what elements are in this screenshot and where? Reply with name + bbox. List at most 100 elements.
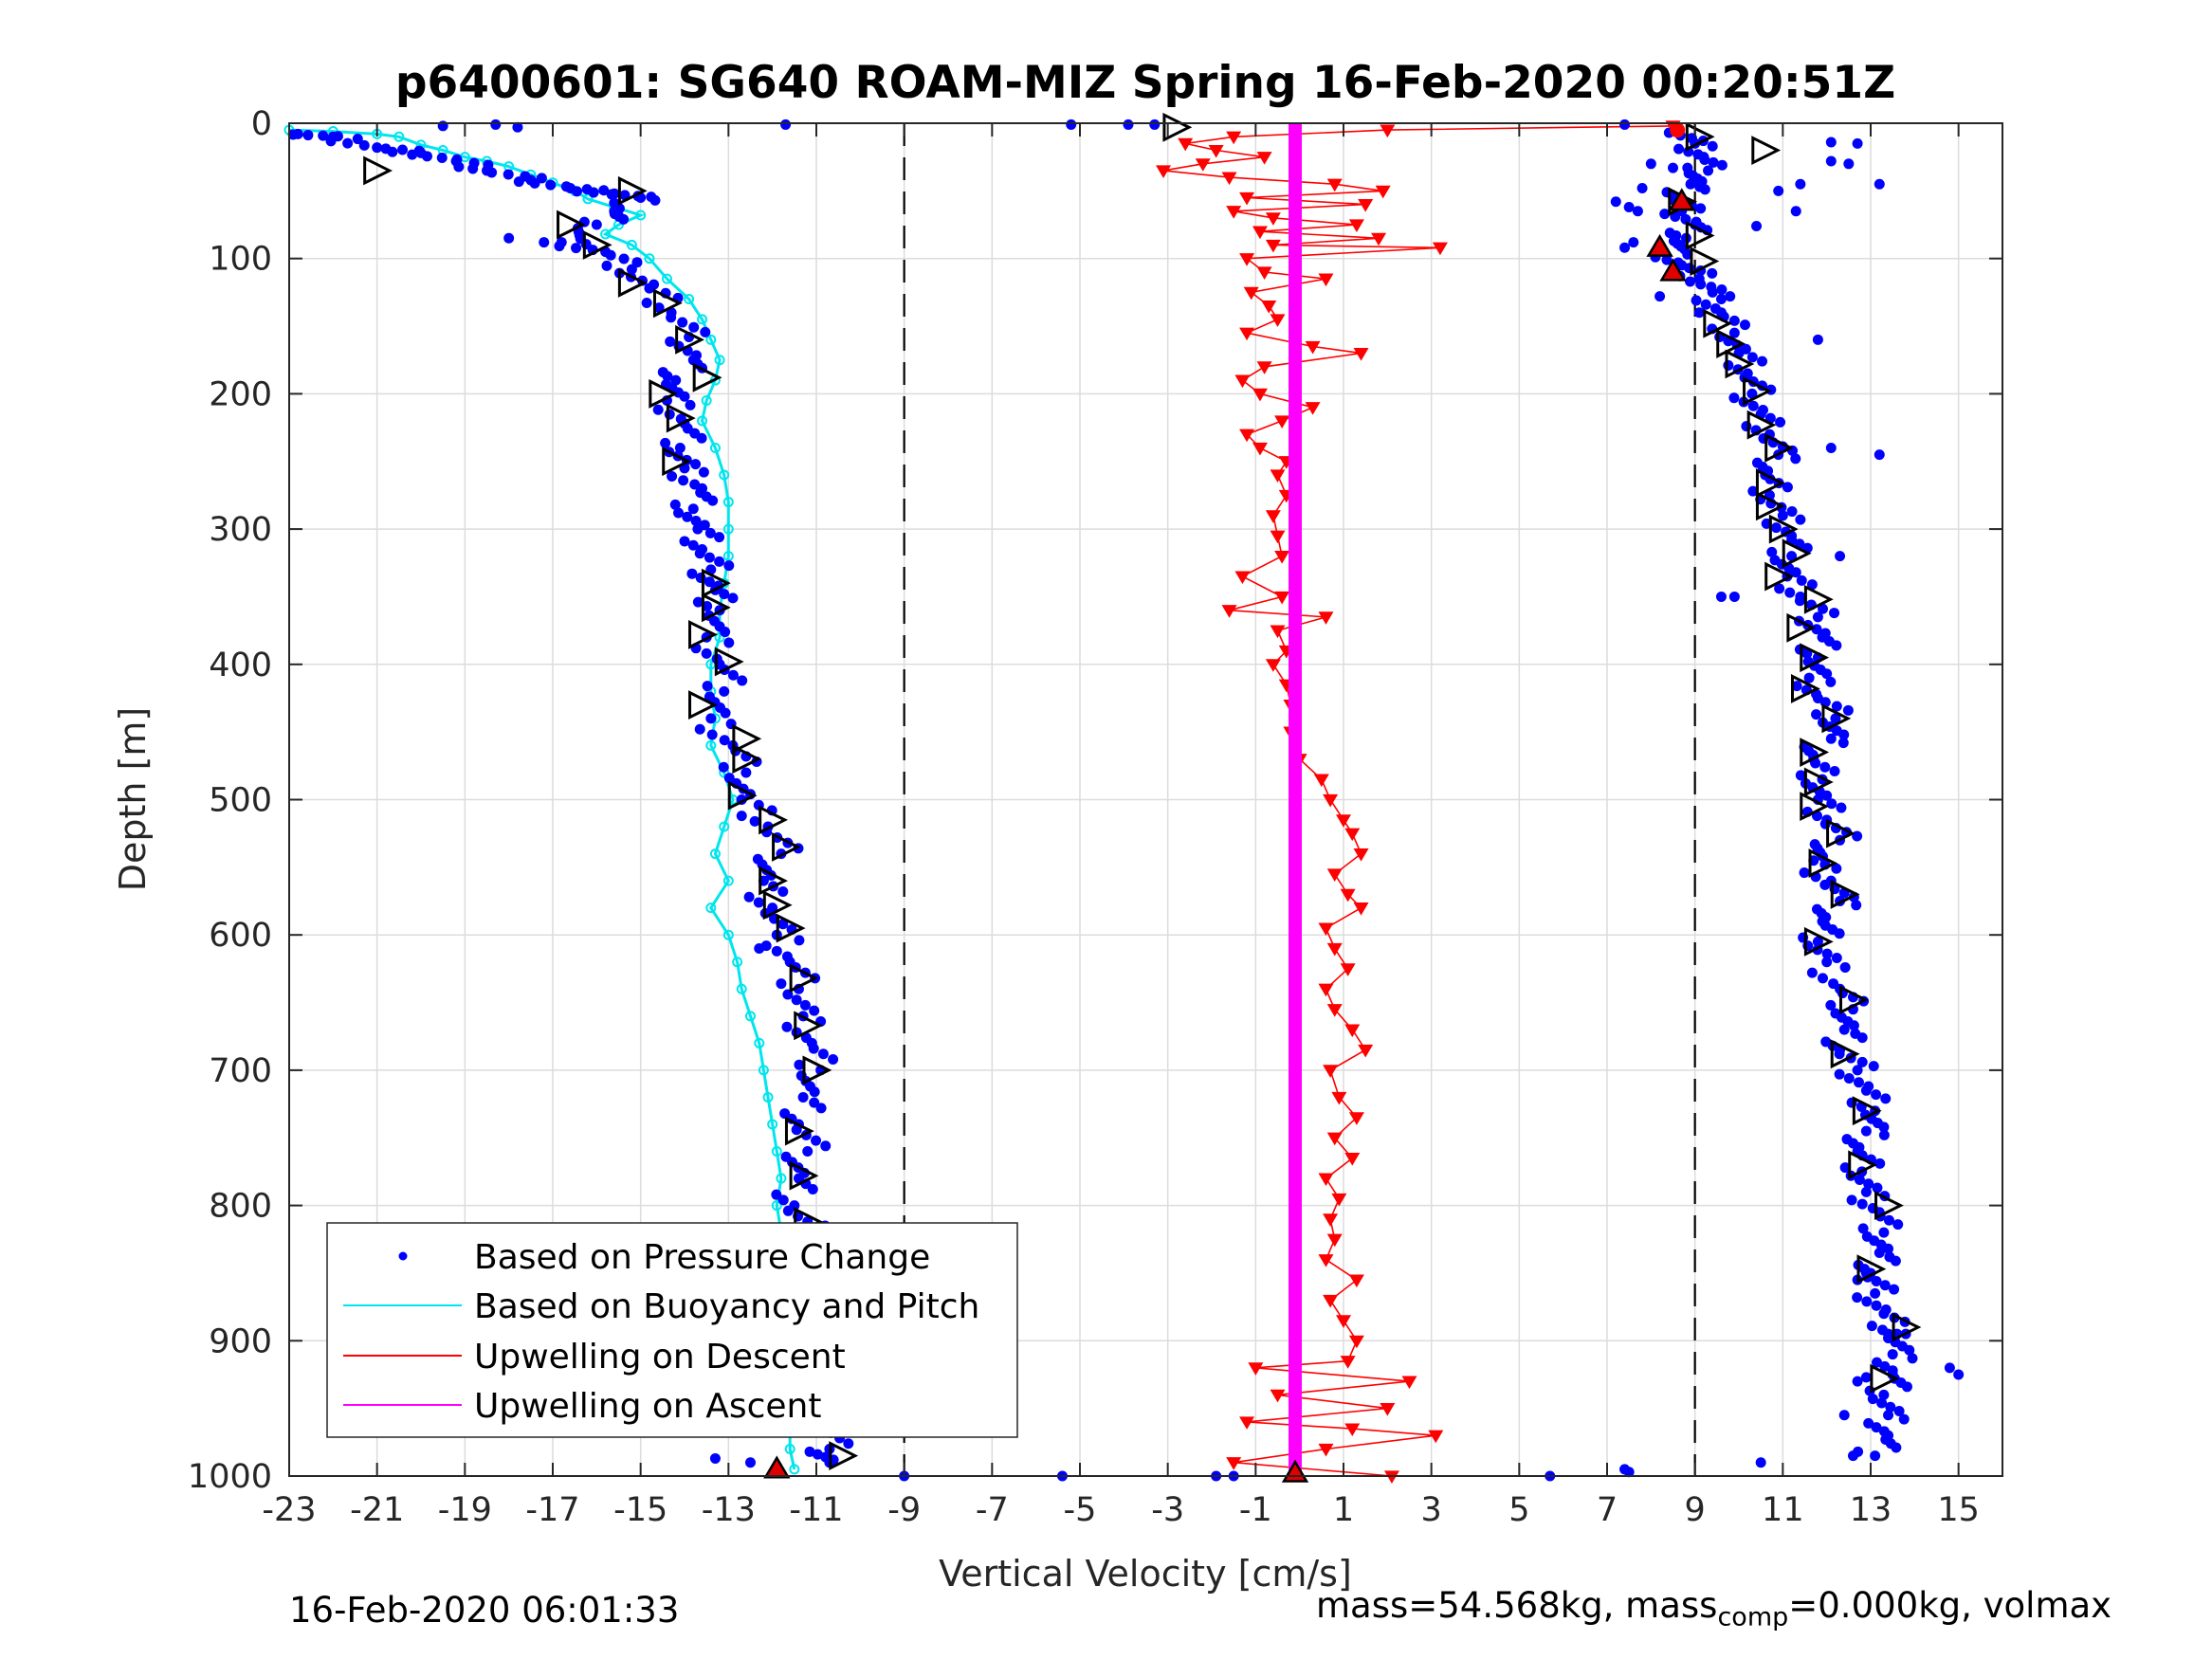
series-layer xyxy=(283,118,1965,1484)
pressure-change-point xyxy=(1831,863,1842,874)
pressure-change-point xyxy=(1871,1089,1882,1101)
upwelling-descent-point xyxy=(1226,1457,1242,1470)
upwelling-descent-point xyxy=(1336,814,1351,828)
dive-marker xyxy=(1892,1312,1922,1342)
pressure-change-point xyxy=(1628,237,1639,248)
dive-marker xyxy=(1162,112,1193,142)
pressure-change-point xyxy=(1860,1186,1872,1197)
pressure-change-point xyxy=(1632,206,1643,217)
pressure-change-point xyxy=(777,1194,789,1206)
footer-timestamp: 16-Feb-2020 06:01:33 xyxy=(289,1590,680,1631)
pressure-change-point xyxy=(1867,1394,1878,1405)
pressure-change-point xyxy=(539,237,550,248)
upwelling-descent-point xyxy=(1239,327,1255,341)
pressure-change-point xyxy=(1123,118,1134,130)
pressure-change-point xyxy=(287,129,299,140)
pressure-change-point xyxy=(1852,1065,1863,1076)
pressure-change-point xyxy=(1680,213,1691,225)
pressure-change-point xyxy=(1700,299,1711,310)
pressure-change-point xyxy=(606,189,617,200)
pressure-change-point xyxy=(601,260,612,271)
pressure-change-point xyxy=(1831,701,1842,712)
pressure-change-point xyxy=(828,1053,839,1065)
pressure-change-point xyxy=(1839,961,1851,973)
pressure-change-point xyxy=(1848,1020,1859,1031)
pressure-change-point xyxy=(1885,1401,1896,1413)
dive-marker xyxy=(1874,1191,1904,1221)
pressure-change-point xyxy=(794,1059,805,1070)
pressure-change-point xyxy=(1811,709,1822,720)
dive-marker xyxy=(789,963,819,994)
pressure-change-point xyxy=(743,891,755,902)
pressure-change-point xyxy=(817,1048,829,1060)
pressure-change-point xyxy=(407,149,418,160)
pressure-change-point xyxy=(1863,1417,1874,1429)
upwelling-descent-point xyxy=(1340,1356,1356,1369)
dive-marker xyxy=(802,1055,832,1085)
pressure-change-point xyxy=(1685,276,1696,287)
upwelling-descent-point xyxy=(1326,868,1343,882)
upwelling-descent-point xyxy=(1326,942,1343,957)
buoyancy-pitch-point xyxy=(719,821,730,832)
y-tick-label: 100 xyxy=(209,241,272,279)
pressure-change-point xyxy=(529,177,540,189)
pressure-change-point xyxy=(1878,1227,1890,1238)
pressure-change-point xyxy=(1751,220,1763,231)
pressure-change-point xyxy=(688,321,700,333)
y-tick-label: 400 xyxy=(209,647,272,684)
pressure-change-point xyxy=(1817,973,1828,984)
pressure-change-point xyxy=(749,815,760,827)
pressure-change-point xyxy=(1853,1077,1864,1088)
pressure-change-point xyxy=(397,144,409,155)
buoyancy-pitch-point xyxy=(767,1119,778,1130)
pressure-change-point xyxy=(1825,442,1837,453)
dive-marker xyxy=(701,592,731,623)
pressure-change-point xyxy=(767,902,778,914)
dive-marker xyxy=(688,690,718,720)
pressure-change-point xyxy=(1715,294,1727,305)
buoyancy-pitch-point xyxy=(697,415,708,427)
x-tick-label: 11 xyxy=(1762,1491,1804,1529)
pressure-change-point xyxy=(649,194,661,206)
pressure-change-point xyxy=(1766,546,1778,557)
buoyancy-pitch-point xyxy=(722,551,734,562)
pressure-change-point xyxy=(1728,392,1740,404)
pressure-change-point xyxy=(799,999,811,1011)
upwelling-descent-point xyxy=(1323,793,1339,808)
pressure-change-point xyxy=(1811,624,1822,635)
legend-box xyxy=(326,1222,1018,1438)
pressure-change-point xyxy=(809,1097,820,1108)
pressure-change-point xyxy=(777,919,789,930)
pressure-change-point xyxy=(1842,704,1854,716)
y-tick-label: 900 xyxy=(209,1322,272,1360)
footer-mass-label: mass=54.568kg, mass xyxy=(1316,1585,1718,1626)
upwelling-descent-point xyxy=(1305,402,1321,415)
upwelling-descent-point xyxy=(1353,848,1369,862)
upwelling-descent-point xyxy=(1226,131,1242,145)
pressure-change-point xyxy=(626,264,637,275)
pressure-change-point xyxy=(781,1021,793,1032)
buoyancy-pitch-point xyxy=(626,239,637,250)
dive-marker xyxy=(1852,1096,1882,1126)
pressure-change-point xyxy=(467,163,479,174)
pressure-change-point xyxy=(1685,178,1696,190)
x-tick-label: -7 xyxy=(976,1491,1009,1529)
pressure-change-point xyxy=(571,186,582,197)
x-tick-label: -23 xyxy=(262,1491,316,1529)
pressure-change-point xyxy=(692,523,704,535)
dive-marker xyxy=(1803,767,1834,797)
pressure-change-point xyxy=(1799,867,1810,879)
pressure-change-point xyxy=(720,707,731,719)
buoyancy-pitch-point xyxy=(705,739,717,751)
dive-marker xyxy=(666,403,696,433)
pressure-change-point xyxy=(1861,1296,1873,1307)
pressure-change-point xyxy=(771,945,782,957)
upwelling-descent-point xyxy=(1252,226,1268,240)
upwelling-descent-point xyxy=(1221,172,1237,186)
pressure-change-point xyxy=(719,685,730,697)
dive-marker xyxy=(582,230,612,260)
pressure-change-point xyxy=(714,532,725,543)
pressure-change-point xyxy=(490,118,502,130)
pressure-change-point xyxy=(1728,591,1740,602)
x-tick-label: 5 xyxy=(1508,1491,1529,1529)
